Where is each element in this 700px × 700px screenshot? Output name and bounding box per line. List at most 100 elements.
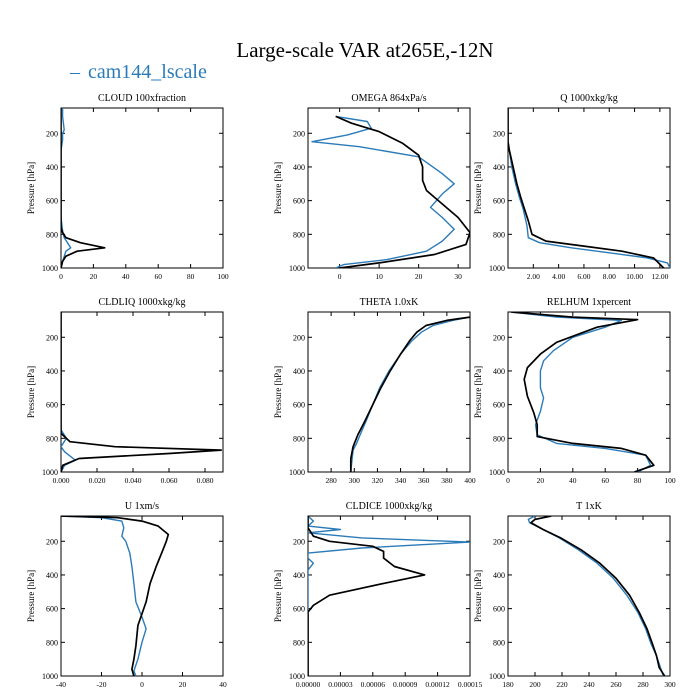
y-tick-label: 400 <box>293 367 305 376</box>
observed-profile-line <box>308 516 426 676</box>
y-tick-label: 400 <box>46 163 58 172</box>
panel-title: Q 1000xkg/kg <box>560 93 618 104</box>
panel-5: THETA 1.0xK Pressure [hPa] 200 400 600 800 100… <box>273 297 476 485</box>
x-tick-label: 280 <box>637 680 649 689</box>
x-tick-label: -40 <box>56 680 66 689</box>
figure-title: Large-scale VAR at265E,-12N <box>236 38 493 62</box>
y-tick-label: 800 <box>493 638 505 647</box>
x-tick-label: 300 <box>349 476 361 485</box>
panel-title: CLOUD 100xfraction <box>98 93 186 104</box>
plot-frame <box>507 311 671 473</box>
observed-profile-line <box>61 108 106 268</box>
y-tick-label: 600 <box>46 605 58 614</box>
y-tick-label: 600 <box>493 197 505 206</box>
y-tick-label: 400 <box>493 571 505 580</box>
observed-profile-line <box>349 316 470 472</box>
panel-title: RELHUM 1xpercent <box>547 297 631 308</box>
x-tick-label: 0.080 <box>197 476 214 485</box>
x-tick-label: 0 <box>140 680 144 689</box>
y-tick-label: 400 <box>46 367 58 376</box>
x-tick-label: 380 <box>441 476 453 485</box>
y-tick-label: 200 <box>293 333 305 342</box>
x-tick-label: 10 <box>375 272 383 281</box>
y-tick-label: 1000 <box>42 264 58 273</box>
y-tick-label: 600 <box>293 401 305 410</box>
x-tick-label: 12.00 <box>651 272 668 281</box>
panel-title: U 1xm/s <box>125 501 159 512</box>
x-tick-label: 320 <box>372 476 384 485</box>
y-tick-label: 1000 <box>489 672 505 681</box>
y-tick-label: 800 <box>293 230 305 239</box>
x-tick-label: 2.00 <box>527 272 540 281</box>
y-axis-label: Pressure [hPa] <box>473 366 483 418</box>
x-tick-label: 0.00003 <box>328 680 353 689</box>
x-tick-label: 10.00 <box>626 272 643 281</box>
y-tick-label: 1000 <box>42 672 58 681</box>
x-tick-label: 220 <box>556 680 568 689</box>
x-tick-label: 40 <box>219 680 227 689</box>
x-tick-label: 100 <box>664 476 676 485</box>
x-tick-label: 0.00012 <box>425 680 450 689</box>
panel-title: T 1xK <box>576 501 602 512</box>
x-tick-label: 20 <box>90 272 98 281</box>
y-tick-label: 600 <box>493 401 505 410</box>
observed-profile-line <box>335 115 470 268</box>
plot-frame <box>307 515 471 677</box>
y-tick-label: 800 <box>46 638 58 647</box>
y-tick-label: 600 <box>493 605 505 614</box>
model-profile-line <box>508 108 670 268</box>
y-tick-label: 400 <box>46 571 58 580</box>
y-tick-label: 400 <box>493 367 505 376</box>
plot-frame <box>307 107 471 269</box>
y-tick-label: 400 <box>293 163 305 172</box>
y-tick-label: 600 <box>293 197 305 206</box>
model-profile-line <box>61 312 77 472</box>
y-tick-label: 800 <box>493 434 505 443</box>
x-tick-label: 180 <box>502 680 514 689</box>
observed-profile-line <box>61 312 223 472</box>
y-tick-label: 1000 <box>489 264 505 273</box>
y-tick-label: 400 <box>493 163 505 172</box>
y-axis-label: Pressure [hPa] <box>26 366 36 418</box>
plot-frame <box>307 311 471 473</box>
panel-title: CLDLIQ 1000xkg/kg <box>99 297 186 308</box>
x-tick-label: 60 <box>154 272 162 281</box>
y-tick-label: 200 <box>493 537 505 546</box>
observed-profile-line <box>530 516 666 676</box>
plot-frame <box>507 107 671 269</box>
x-tick-label: 6.00 <box>577 272 590 281</box>
y-axis-label: Pressure [hPa] <box>273 570 283 622</box>
observed-profile-line <box>508 108 665 268</box>
x-tick-label: 0 <box>338 272 342 281</box>
x-tick-label: 0.00000 <box>296 680 321 689</box>
y-tick-label: 1000 <box>289 468 305 477</box>
x-tick-label: 340 <box>395 476 407 485</box>
x-tick-label: 200 <box>529 680 541 689</box>
y-tick-label: 1000 <box>42 468 58 477</box>
x-tick-label: 20 <box>179 680 187 689</box>
x-tick-label: 360 <box>418 476 430 485</box>
x-tick-label: 80 <box>187 272 195 281</box>
model-profile-line <box>511 312 652 472</box>
y-tick-label: 800 <box>493 230 505 239</box>
x-tick-label: 20 <box>537 476 545 485</box>
y-tick-label: 200 <box>493 333 505 342</box>
y-axis-label: Pressure [hPa] <box>26 162 36 214</box>
y-tick-label: 1000 <box>489 468 505 477</box>
panel-8: CLDICE 1000xkg/kg Pressure [hPa] 200 400 600… <box>273 501 482 689</box>
x-tick-label: 4.00 <box>552 272 565 281</box>
y-tick-label: 200 <box>293 129 305 138</box>
observed-profile-line <box>511 312 655 472</box>
x-tick-label: 60 <box>601 476 609 485</box>
y-tick-label: 1000 <box>289 672 305 681</box>
y-tick-label: 400 <box>293 571 305 580</box>
x-tick-label: 40 <box>569 476 577 485</box>
panel-title: OMEGA 864xPa/s <box>351 93 426 104</box>
x-tick-label: 240 <box>583 680 595 689</box>
y-tick-label: 200 <box>46 333 58 342</box>
